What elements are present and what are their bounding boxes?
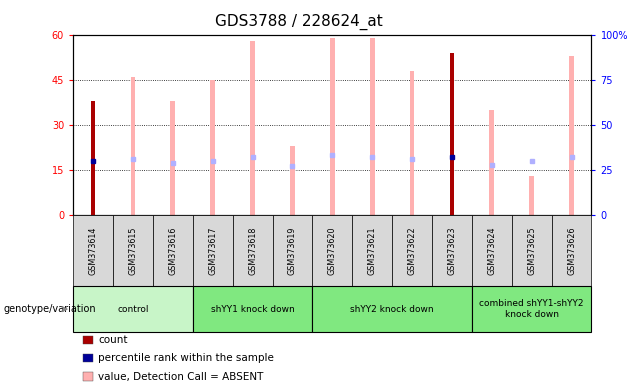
Text: GSM373619: GSM373619 [288,226,297,275]
Bar [490,110,494,215]
Text: GSM373626: GSM373626 [567,226,576,275]
Text: GSM373614: GSM373614 [88,227,97,275]
Bar [211,80,215,215]
Text: GSM373624: GSM373624 [487,226,496,275]
Text: GSM373618: GSM373618 [248,227,257,275]
Bar [569,56,574,215]
Text: GSM373622: GSM373622 [408,226,417,275]
Text: combined shYY1-shYY2
knock down: combined shYY1-shYY2 knock down [480,300,584,319]
Text: GSM373621: GSM373621 [368,226,377,275]
Bar [410,71,415,215]
Text: GSM373615: GSM373615 [128,226,137,275]
Text: count: count [98,335,127,345]
Text: GSM373616: GSM373616 [169,227,177,275]
Text: shYY1 knock down: shYY1 knock down [211,305,294,314]
Text: GSM373620: GSM373620 [328,226,337,275]
Bar [529,176,534,215]
Bar [250,41,255,215]
Text: GSM373623: GSM373623 [448,226,457,275]
Text: value, Detection Call = ABSENT: value, Detection Call = ABSENT [98,372,263,382]
Bar [370,38,375,215]
Text: control: control [117,305,149,314]
Text: genotype/variation: genotype/variation [3,304,96,314]
Bar [290,146,295,215]
Text: GDS3788 / 228624_at: GDS3788 / 228624_at [215,13,383,30]
Text: shYY2 knock down: shYY2 knock down [350,305,434,314]
Bar [330,38,335,215]
Bar [91,101,95,215]
Bar [450,53,454,215]
Bar [170,101,175,215]
Text: percentile rank within the sample: percentile rank within the sample [98,353,274,363]
Bar [130,77,135,215]
Text: GSM373625: GSM373625 [527,226,536,275]
Text: GSM373617: GSM373617 [208,226,217,275]
